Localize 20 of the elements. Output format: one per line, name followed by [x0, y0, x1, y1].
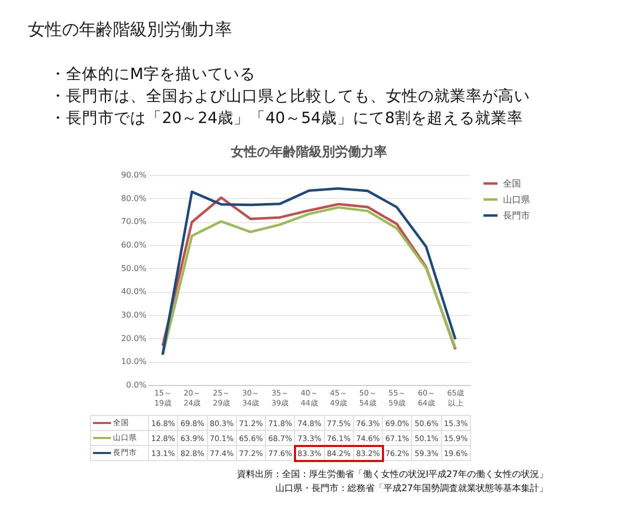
chart-title: 女性の年齢階級別労働力率 — [230, 144, 387, 160]
text: ・長門市は、全国および山口県と比較しても、女性の就業率が高い — [50, 86, 530, 107]
y-tick-label: 10.0% — [121, 357, 147, 366]
text: 資料出所：全国：厚生労働省「働く女性の状況Ⅰ平成27年の働く女性の状況」 — [236, 468, 548, 481]
y-tick-label: 0.0% — [126, 380, 147, 390]
legend-label: 山口県 — [503, 194, 530, 206]
text: ・長門市では「20～24歳」「40～54歳」にて8割を超える就業率 — [50, 108, 523, 129]
y-tick-label: 70.0% — [121, 217, 147, 226]
legend-label: 長門市 — [503, 210, 530, 222]
text: 女性の年齢階級別労働力率 — [28, 19, 232, 41]
y-tick-label: 40.0% — [121, 287, 147, 296]
y-tick-label: 60.0% — [121, 240, 147, 250]
text: ・全体的にM字を描いている — [50, 64, 256, 85]
y-tick-label: 20.0% — [121, 334, 147, 343]
y-tick-label: 80.0% — [121, 194, 147, 203]
y-tick-label: 90.0% — [121, 170, 147, 180]
y-tick-label: 50.0% — [121, 264, 147, 273]
y-tick-label: 30.0% — [121, 310, 147, 320]
text: 山口県・長門市：総務省「平成27年国勢調査就業状態等基本集計」 — [276, 482, 548, 495]
legend-label: 全国 — [503, 178, 521, 190]
